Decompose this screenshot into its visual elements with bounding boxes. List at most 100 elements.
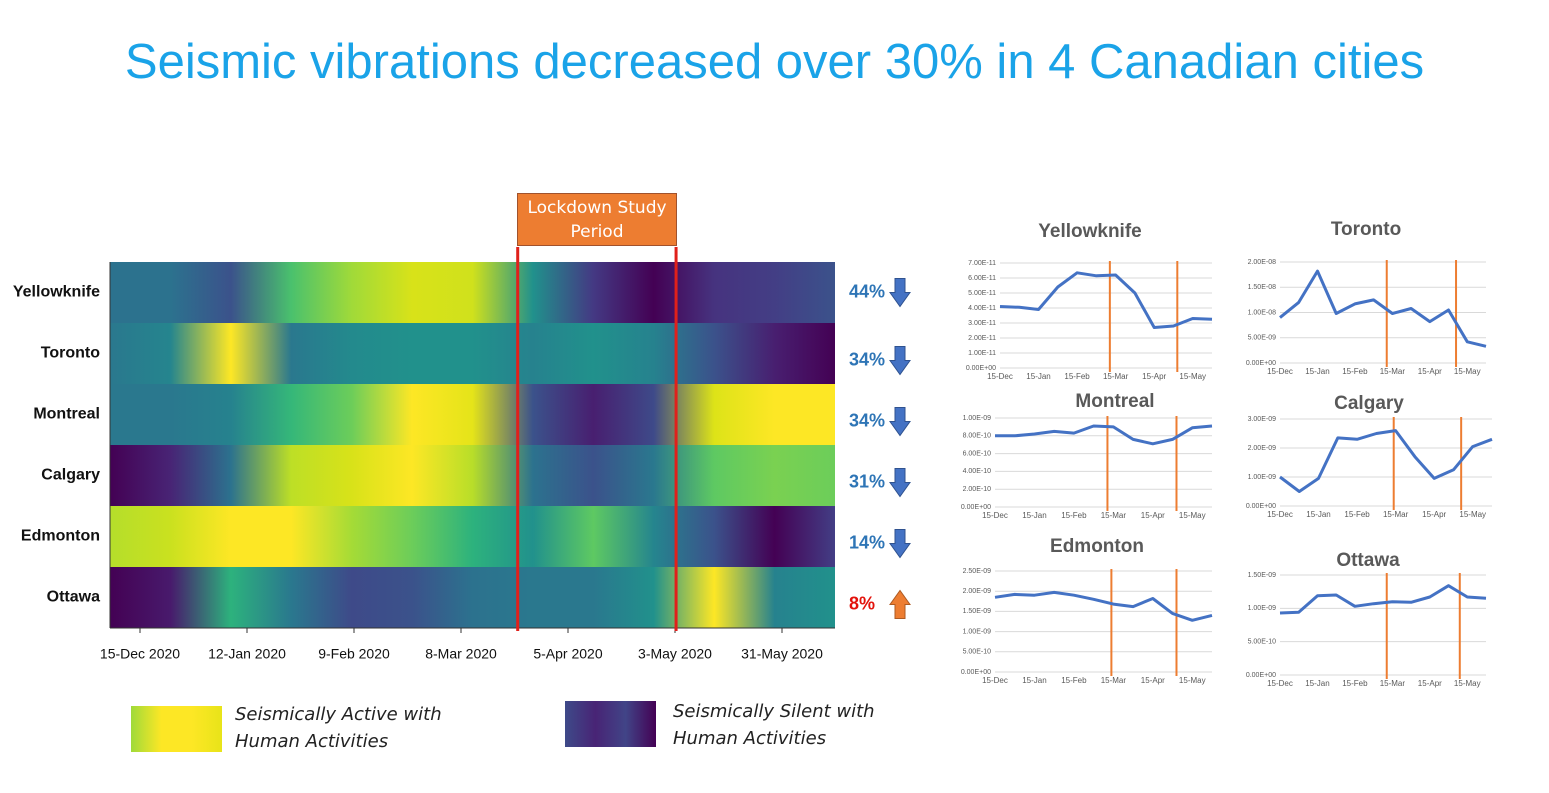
change-label: 34% [849, 410, 885, 430]
data-line [1279, 429, 1493, 493]
y-tick-label: 2.00E-11 [968, 335, 996, 342]
x-tick-label: 15-Apr [1142, 372, 1166, 381]
row-label: Montreal [33, 406, 100, 423]
y-tick-label: 5.00E-10 [1248, 639, 1277, 646]
change-label: 8% [849, 593, 875, 613]
x-tick-label: 15-Feb [1342, 367, 1368, 376]
x-tick-label: 15-Mar [1101, 511, 1127, 520]
x-tick-label: 15-Apr [1422, 510, 1446, 519]
x-tick-label: 15-May [1179, 511, 1206, 520]
x-tick-label: 15-Mar [1103, 372, 1129, 381]
x-tick-label: 8-Mar 2020 [425, 646, 497, 662]
y-tick-label: 4.00E-10 [963, 468, 992, 475]
chart-title: Montreal [1075, 391, 1154, 412]
row-label: Toronto [41, 345, 100, 362]
row-label: Ottawa [47, 589, 100, 606]
x-tick-label: 15-May [1179, 372, 1206, 381]
legend-swatch [565, 701, 656, 747]
x-tick-label: 15-Apr [1141, 676, 1165, 685]
x-tick-label: 15-Mar [1380, 679, 1406, 688]
x-tick-label: 15-May [1459, 510, 1486, 519]
y-tick-label: 0.00E+00 [961, 669, 991, 676]
change-arrow [889, 529, 911, 559]
x-tick-label: 15-Dec [1267, 367, 1293, 376]
heatmap-row [110, 323, 835, 385]
data-line [994, 590, 1213, 622]
x-tick-label: 15-Mar [1383, 510, 1409, 519]
y-tick-label: 1.50E-09 [1248, 572, 1277, 579]
x-tick-label: 15-Dec [1267, 679, 1293, 688]
heatmap-row [110, 384, 835, 446]
x-tick-label: 31-May 2020 [741, 646, 823, 662]
x-tick-label: 15-May [1454, 367, 1481, 376]
legend-line: Seismically Active with [235, 704, 442, 725]
y-tick-label: 5.00E-09 [1248, 335, 1277, 342]
y-tick-label: 5.00E-11 [968, 290, 996, 297]
legend-text: Seismically Active with Human Activities [235, 701, 442, 755]
heatmap-row [110, 262, 835, 324]
y-tick-label: 1.00E-09 [1248, 605, 1277, 612]
x-tick-label: 15-Dec [987, 372, 1013, 381]
row-label: Edmonton [21, 528, 100, 545]
change-arrow [889, 346, 911, 376]
x-tick-label: 15-Apr [1418, 679, 1442, 688]
x-tick-label: 15-Feb [1064, 372, 1090, 381]
slide-title: Seismic vibrations decreased over 30% in… [124, 35, 1425, 89]
x-tick-label: 15-Jan [1306, 510, 1330, 519]
y-tick-label: 2.00E-08 [1248, 259, 1277, 266]
x-tick-label: 15-Dec [1267, 510, 1293, 519]
chart-title: Calgary [1334, 393, 1404, 414]
legend-swatch [131, 706, 222, 752]
x-tick-label: 15-Apr [1418, 367, 1442, 376]
x-tick-label: 15-Jan [1026, 372, 1050, 381]
y-tick-label: 6.00E-11 [968, 275, 996, 282]
y-tick-label: 8.00E-10 [963, 433, 992, 440]
x-tick-label: 15-Jan [1022, 676, 1046, 685]
data-line [995, 424, 1213, 446]
legend-line: Human Activities [235, 731, 389, 752]
chart-title: Toronto [1331, 219, 1401, 240]
x-tick-label: 15-Feb [1344, 510, 1370, 519]
change-arrow [889, 278, 911, 308]
y-tick-label: 1.50E-09 [963, 608, 992, 615]
x-tick-label: 15-Feb [1061, 511, 1087, 520]
x-tick-label: 15-Mar [1380, 367, 1406, 376]
y-tick-label: 1.00E-08 [1248, 309, 1277, 316]
x-tick-label: 5-Apr 2020 [533, 646, 602, 662]
y-tick-label: 0.00E+00 [1246, 360, 1276, 367]
y-tick-label: 1.50E-08 [1248, 284, 1277, 291]
row-label: Yellowknife [13, 284, 100, 301]
y-tick-label: 6.00E-10 [963, 450, 992, 457]
y-tick-label: 5.00E-10 [963, 649, 992, 656]
y-tick-label: 7.00E-11 [968, 260, 996, 267]
y-tick-label: 3.00E-09 [1248, 416, 1277, 423]
data-line [1279, 269, 1487, 348]
change-label: 44% [849, 281, 885, 301]
x-tick-label: 15-Jan [1305, 679, 1329, 688]
x-tick-label: 9-Feb 2020 [318, 646, 390, 662]
chart-title: Edmonton [1050, 536, 1144, 557]
heatmap-row [110, 506, 835, 568]
x-tick-label: 15-Dec 2020 [100, 646, 180, 662]
x-tick-label: 15-Apr [1141, 511, 1165, 520]
heatmap-row [110, 445, 835, 507]
y-tick-label: 1.00E-09 [963, 628, 992, 635]
change-label: 31% [849, 471, 885, 491]
data-line [999, 271, 1213, 329]
x-tick-label: 15-Jan [1022, 511, 1046, 520]
x-tick-label: 15-Feb [1061, 676, 1087, 685]
y-tick-label: 2.00E-09 [963, 588, 992, 595]
y-tick-label: 1.00E-11 [968, 350, 996, 357]
x-tick-label: 15-Dec [982, 676, 1008, 685]
x-tick-label: 15-Feb [1342, 679, 1368, 688]
heatmap-row [110, 567, 835, 629]
legend-text: Seismically Silent with Human Activities [673, 698, 875, 752]
y-tick-label: 1.00E-09 [963, 415, 992, 422]
legend-line: Seismically Silent with [673, 701, 875, 722]
y-tick-label: 2.50E-09 [963, 568, 992, 575]
x-tick-label: 3-May 2020 [638, 646, 712, 662]
lockdown-label: Lockdown Study Period [517, 193, 677, 246]
change-arrow [889, 468, 911, 498]
